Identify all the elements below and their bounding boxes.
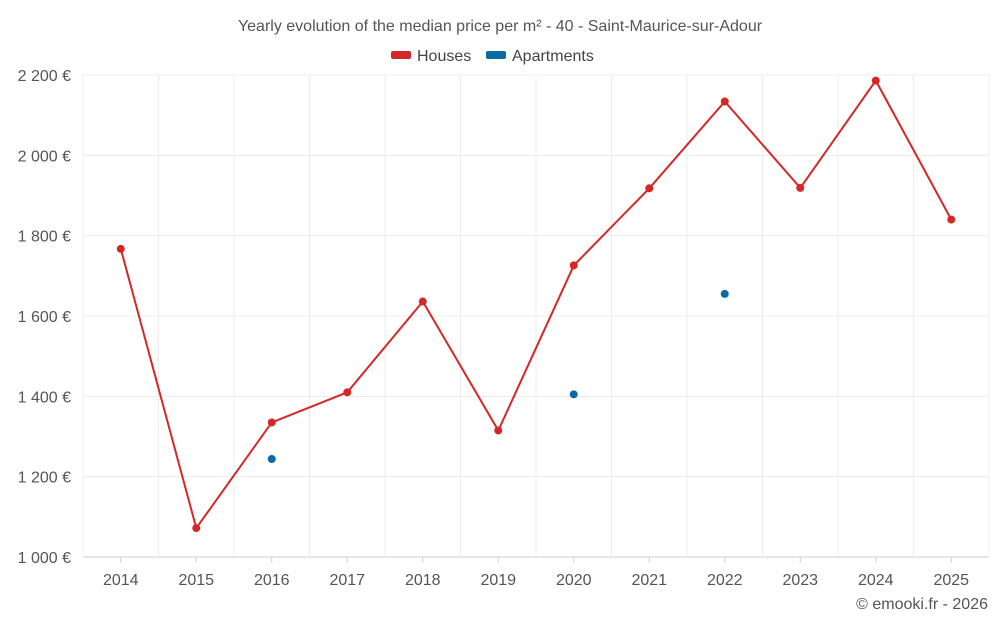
x-tick-label: 2018 [405,572,441,589]
legend: Houses Apartments [391,48,594,65]
series-line-houses [119,79,953,530]
data-point-houses-2014[interactable] [116,244,125,253]
data-point-houses-2016[interactable] [267,418,276,427]
data-point-apartments-2020[interactable] [569,390,578,399]
x-tick-label: 2021 [631,572,667,589]
data-point-houses-2025[interactable] [947,215,956,224]
legend-swatch-houses [391,51,411,59]
grid [82,74,990,558]
y-tick-label: 2 200 € [18,68,71,85]
legend-item-apartments[interactable]: Apartments [486,48,594,65]
y-tick-label: 1 000 € [18,550,71,567]
x-tick-label: 2016 [254,572,290,589]
legend-label-houses: Houses [417,48,471,65]
data-point-houses-2020[interactable] [569,261,578,270]
chart-credit: © emooki.fr - 2026 [856,596,988,613]
x-tick-label: 2017 [329,572,365,589]
y-tick-label: 2 000 € [18,148,71,165]
data-point-houses-2018[interactable] [418,297,427,306]
data-point-houses-2021[interactable] [645,184,654,193]
data-point-houses-2017[interactable] [343,388,352,397]
x-tick-label: 2015 [178,572,214,589]
data-point-houses-2022[interactable] [720,97,729,106]
chart-title: Yearly evolution of the median price per… [238,18,763,35]
data-point-houses-2019[interactable] [494,426,503,435]
x-tick-label: 2019 [480,572,516,589]
data-point-houses-2015[interactable] [192,524,201,533]
data-point-houses-2023[interactable] [796,183,805,192]
legend-label-apartments: Apartments [512,48,594,65]
x-tick-label: 2022 [707,572,743,589]
x-tick-label: 2014 [103,572,139,589]
data-point-apartments-2016[interactable] [267,454,276,463]
x-tick-label: 2024 [858,572,894,589]
legend-item-houses[interactable]: Houses [391,48,471,65]
legend-swatch-apartments [486,51,506,59]
series [116,76,956,533]
y-tick-label: 1 400 € [18,389,71,406]
x-tick-label: 2020 [556,572,592,589]
axes: 1 000 € 1 200 € 1 400 € 1 600 € 1 800 € 2 000… [18,68,970,589]
x-tick-label: 2023 [782,572,818,589]
y-tick-label: 1 600 € [18,309,71,326]
y-tick-label: 1 200 € [18,470,71,487]
data-point-houses-2024[interactable] [871,76,880,85]
data-point-apartments-2022[interactable] [720,289,729,298]
x-tick-label: 2025 [933,572,969,589]
y-tick-label: 1 800 € [18,229,71,246]
